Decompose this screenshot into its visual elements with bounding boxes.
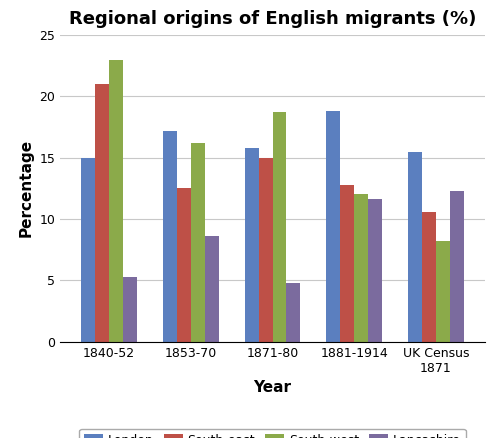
Bar <box>326 111 340 342</box>
Bar <box>450 191 464 342</box>
X-axis label: Year: Year <box>254 380 292 395</box>
Title: Regional origins of English migrants (%): Regional origins of English migrants (%) <box>69 10 476 28</box>
Bar <box>340 185 354 342</box>
Bar <box>436 241 450 342</box>
Y-axis label: Percentage: Percentage <box>18 139 34 237</box>
Legend: London, South-east, South-west, Lancashire: London, South-east, South-west, Lancashi… <box>80 429 466 438</box>
Bar <box>109 60 123 342</box>
Bar <box>163 131 177 342</box>
Bar <box>422 212 436 342</box>
Bar <box>408 152 422 342</box>
Bar <box>258 158 272 342</box>
Bar <box>368 199 382 342</box>
Bar <box>272 112 286 342</box>
Bar <box>81 158 95 342</box>
Bar <box>354 194 368 342</box>
Bar <box>204 236 218 342</box>
Bar <box>123 277 137 342</box>
Bar <box>191 143 204 342</box>
Bar <box>177 188 191 342</box>
Bar <box>95 84 109 342</box>
Bar <box>244 148 258 342</box>
Bar <box>286 283 300 342</box>
